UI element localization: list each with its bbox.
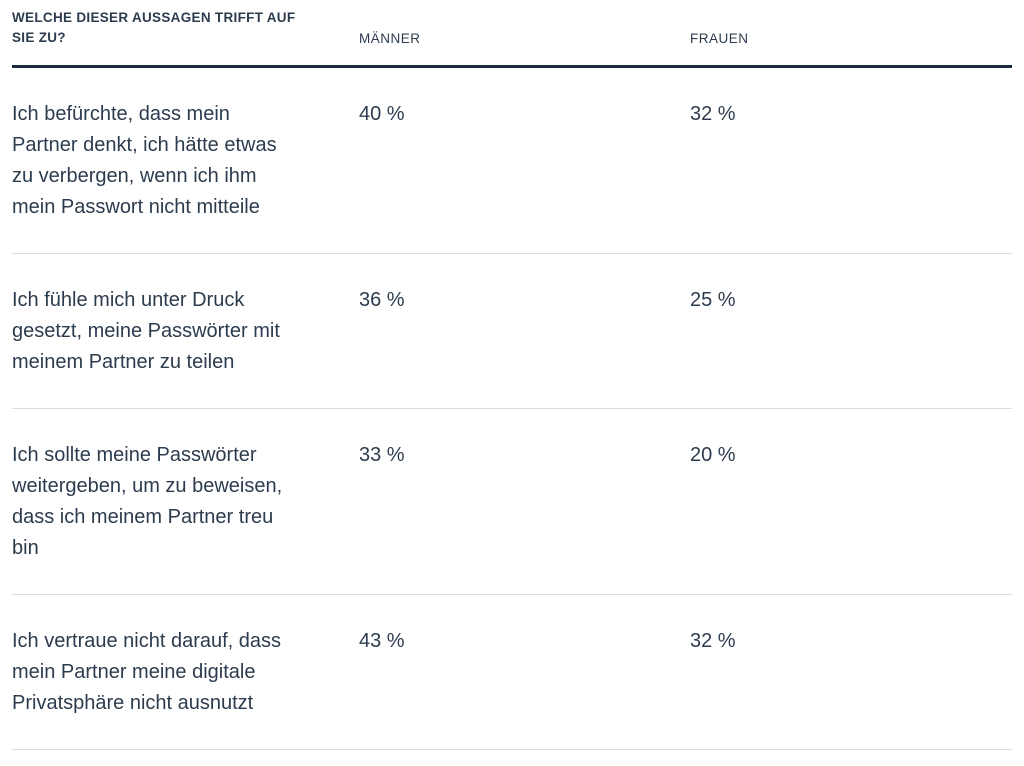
men-value: 33 % bbox=[359, 444, 405, 466]
men-value: 36 % bbox=[359, 289, 405, 311]
statement-text: Ich sollte meine Passwörter weitergeben,… bbox=[12, 444, 283, 559]
women-value: 32 % bbox=[690, 630, 736, 652]
men-value: 43 % bbox=[359, 630, 405, 652]
table-header: Welche dieser Aussagen trifft auf Sie zu… bbox=[12, 0, 1012, 68]
statement-text: Ich fühle mich unter Druck gesetzt, mein… bbox=[12, 289, 280, 373]
survey-table: Welche dieser Aussagen trifft auf Sie zu… bbox=[12, 0, 1012, 750]
women-value: 20 % bbox=[690, 444, 736, 466]
column-header-men: Männer bbox=[359, 31, 421, 46]
table-row: Ich sollte meine Passwörter weitergeben,… bbox=[12, 409, 1012, 595]
statement-text: Ich befürchte, dass mein Partner denkt, … bbox=[12, 103, 277, 218]
table-row: Ich vertraue nicht darauf, dass mein Par… bbox=[12, 595, 1012, 750]
statement-text: Ich vertraue nicht darauf, dass mein Par… bbox=[12, 630, 282, 714]
question-label: Welche dieser Aussagen trifft auf Sie zu… bbox=[12, 10, 296, 45]
men-value: 40 % bbox=[359, 103, 405, 125]
women-value: 32 % bbox=[690, 103, 736, 125]
women-value: 25 % bbox=[690, 289, 736, 311]
table-row: Ich befürchte, dass mein Partner denkt, … bbox=[12, 68, 1012, 254]
column-header-women: Frauen bbox=[690, 31, 749, 46]
table-row: Ich fühle mich unter Druck gesetzt, mein… bbox=[12, 254, 1012, 409]
